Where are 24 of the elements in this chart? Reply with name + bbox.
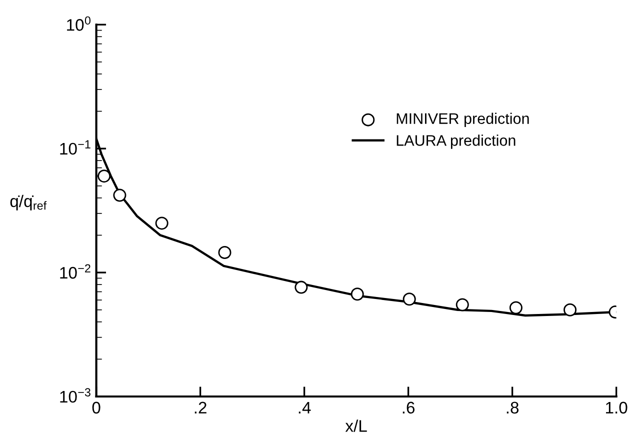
point (350, 288, 364, 301)
point (509, 301, 522, 314)
x-tick-label: 0 (92, 402, 100, 414)
x-axis-title: x/L (345, 420, 367, 432)
y-tick-label: 10$^{−1}$ (60, 140, 90, 155)
point (155, 216, 168, 230)
y-tick-label: 10$^{−2}$ (60, 264, 90, 279)
x-tick-label: 1.0 (606, 402, 628, 414)
point (218, 246, 232, 260)
x-tick-label: .2 (194, 402, 206, 414)
point (456, 298, 469, 312)
x-tick-label: .6 (402, 402, 415, 414)
y-tick-label: 10$^{0}$ (67, 16, 90, 31)
point (402, 292, 416, 306)
x-tick-label: .4 (298, 402, 311, 414)
point (564, 303, 577, 316)
y-axis-title: q̇/q̇$_{ref}$ (10, 194, 47, 210)
legend-label: LAURA prediction (396, 134, 516, 149)
x-tick-label: .8 (506, 402, 519, 414)
point (98, 170, 111, 183)
y-tick-label: 10$^{−3}$ (60, 388, 90, 403)
point (113, 188, 126, 202)
legend-label: MINIVER prediction (396, 112, 529, 127)
point (294, 280, 308, 294)
